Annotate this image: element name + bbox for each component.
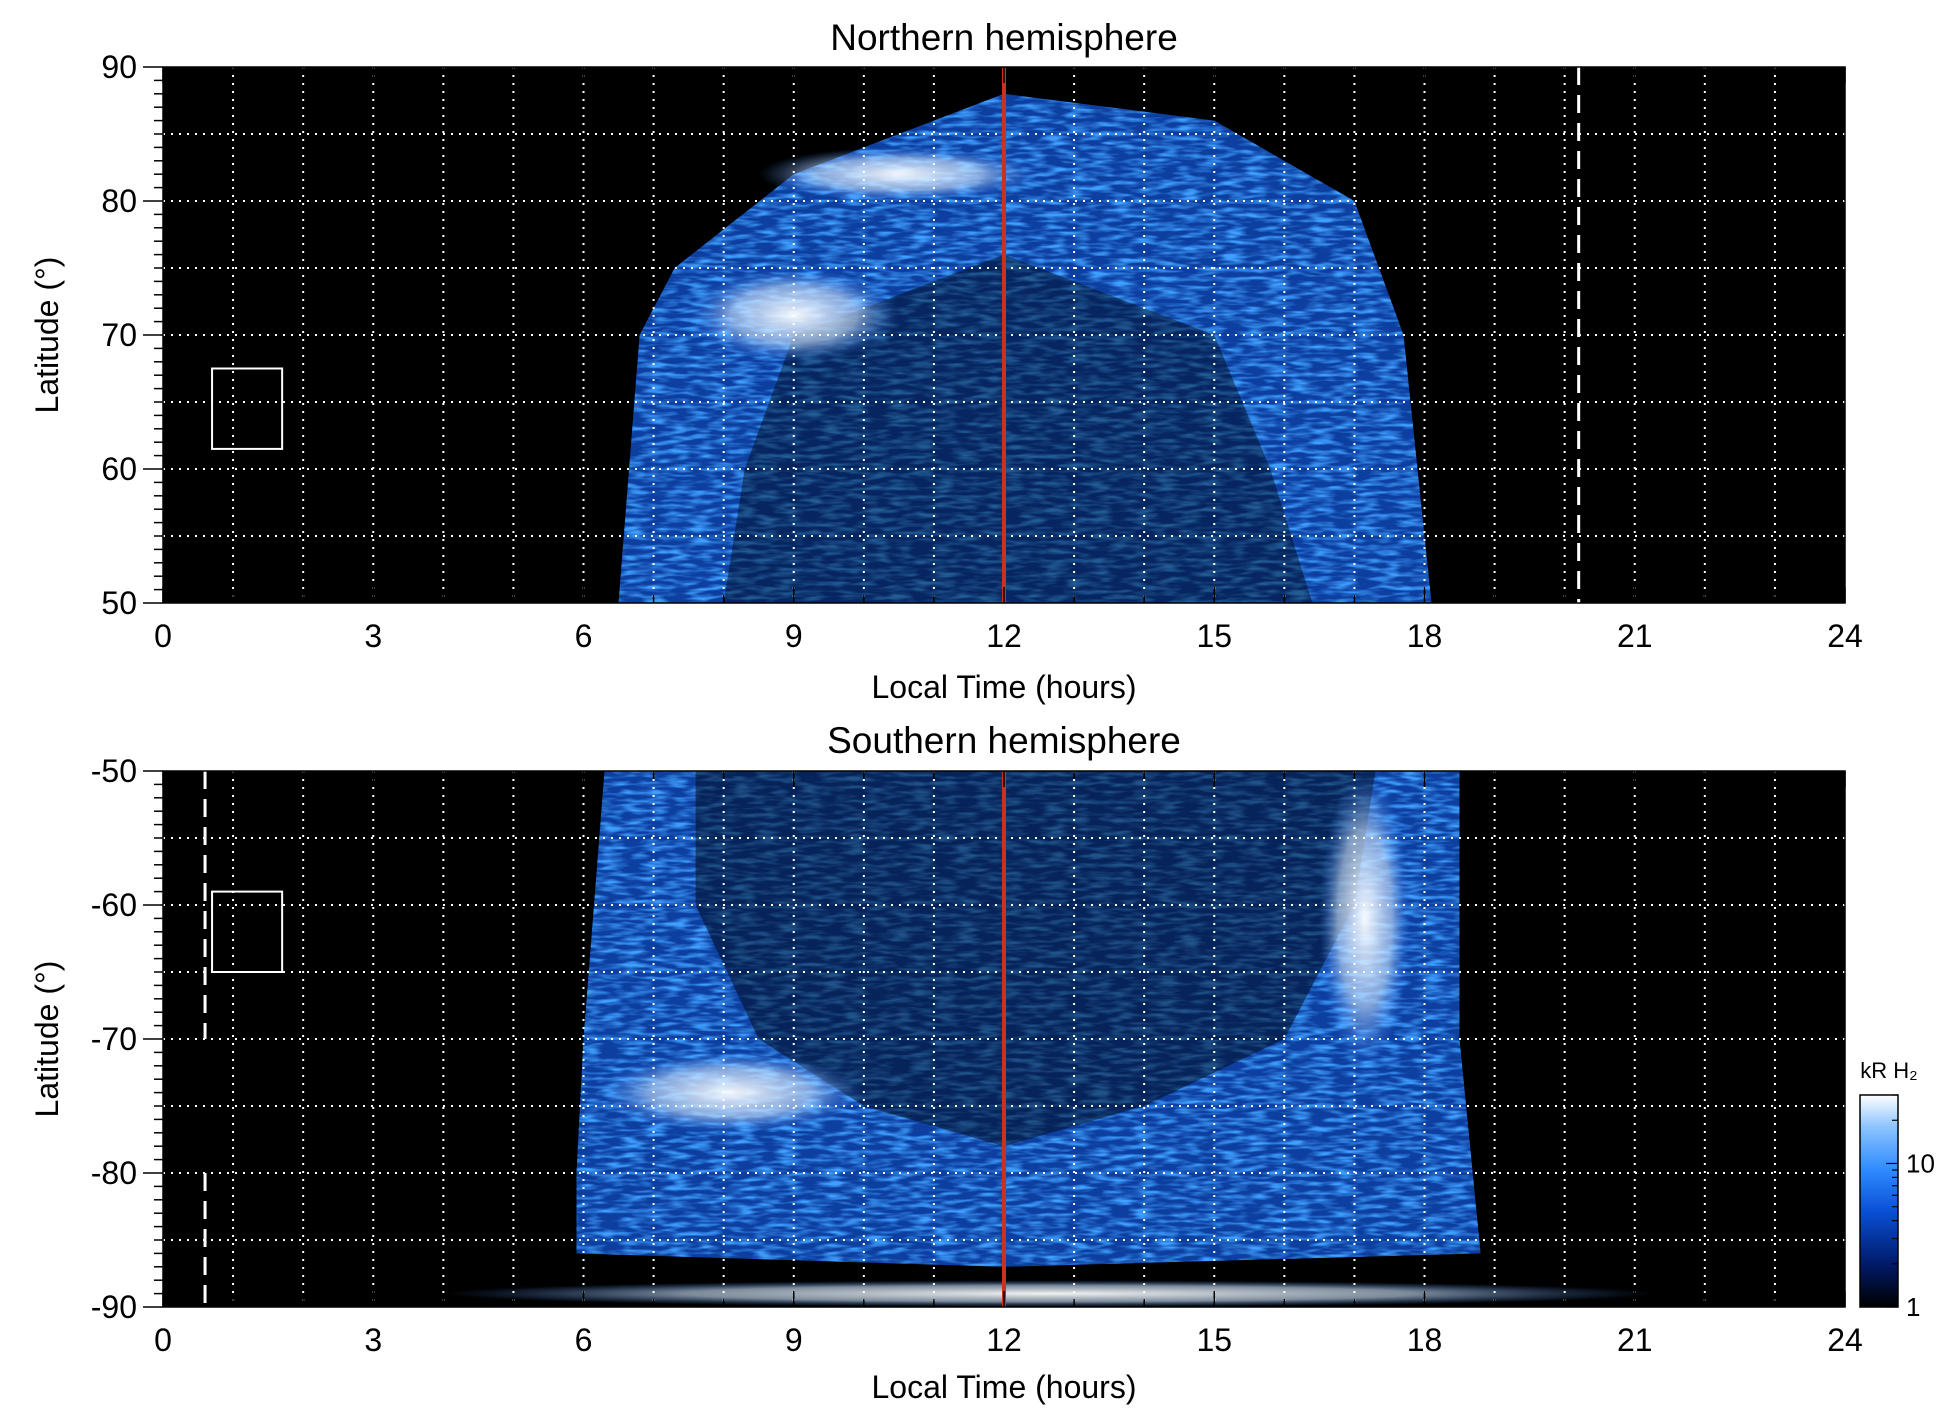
x-tick-label-n-3: 3 [364,618,382,654]
southern-box [211,890,284,973]
colorbar-tick-label-10: 10 [1906,1148,1935,1178]
northern-title: Northern hemisphere [830,17,1178,58]
x-tick-label-s-0: 0 [154,1322,172,1358]
x-tick-label-n-24: 24 [1827,618,1863,654]
northern-axes: 0 3 6 9 12 15 18 21 24 50 60 70 80 90 [101,49,1862,654]
x-tick-label-s-12: 12 [986,1322,1022,1358]
northern-x-label: Local Time (hours) [872,669,1137,705]
y-tick-label-s--90: -90 [91,1289,137,1325]
bright-feature-s-2 [443,1280,1656,1307]
x-tick-label-s-15: 15 [1196,1322,1232,1358]
x-tick-label-s-18: 18 [1407,1322,1443,1358]
y-tick-label-n-90: 90 [101,49,137,85]
y-tick-label-n-50: 50 [101,585,137,621]
colorbar: kR H₂ 1 10 [1859,1058,1935,1322]
y-tick-label-s--50: -50 [91,753,137,789]
bright-feature-s-1 [1319,771,1411,1066]
x-tick-label-s-21: 21 [1617,1322,1653,1358]
southern-x-label: Local Time (hours) [872,1369,1137,1405]
x-tick-label-s-3: 3 [364,1322,382,1358]
x-tick-label-s-9: 9 [785,1322,803,1358]
colorbar-label: kR H₂ [1860,1058,1917,1083]
x-tick-label-n-0: 0 [154,618,172,654]
y-tick-label-n-70: 70 [101,317,137,353]
southern-panel: Southern hemisphere 0 3 6 9 12 15 18 21 24 -90 -80… [29,720,1863,1405]
x-tick-label-n-6: 6 [575,618,593,654]
colorbar-ticks: 1 10 [1886,1094,1935,1322]
bright-feature-n-1 [758,147,1040,201]
x-tick-label-n-9: 9 [785,618,803,654]
x-tick-label-n-18: 18 [1407,618,1443,654]
northern-box [211,367,284,450]
northern-panel: Northern hemisphere 0 3 6 9 12 15 18 21 24 50 60 70… [29,17,1863,705]
y-tick-label-n-60: 60 [101,451,137,487]
northern-bright-features [688,147,1040,362]
colorbar-tick-label-1: 1 [1906,1292,1920,1322]
northern-y-label: Latitude (°) [29,257,65,414]
southern-bright-features [443,771,1656,1307]
northern-emission-texture [618,93,1432,603]
bright-feature-n-0 [688,268,899,362]
x-tick-label-s-6: 6 [575,1322,593,1358]
x-tick-label-n-12: 12 [986,618,1022,654]
y-tick-label-n-80: 80 [101,183,137,219]
x-tick-label-s-24: 24 [1827,1322,1863,1358]
southern-axes: 0 3 6 9 12 15 18 21 24 -90 -80 -70 -60 -50 [91,753,1863,1358]
y-tick-label-s--60: -60 [91,887,137,923]
southern-dark-core [695,771,1376,1147]
southern-y-label: Latitude (°) [29,961,65,1118]
x-tick-label-n-15: 15 [1196,618,1232,654]
y-tick-label-s--80: -80 [91,1155,137,1191]
southern-title: Southern hemisphere [827,720,1181,761]
y-tick-label-s--70: -70 [91,1021,137,1057]
x-tick-label-n-21: 21 [1617,618,1653,654]
colorbar-gradient [1859,1094,1899,1308]
bright-feature-s-0 [597,1052,864,1133]
